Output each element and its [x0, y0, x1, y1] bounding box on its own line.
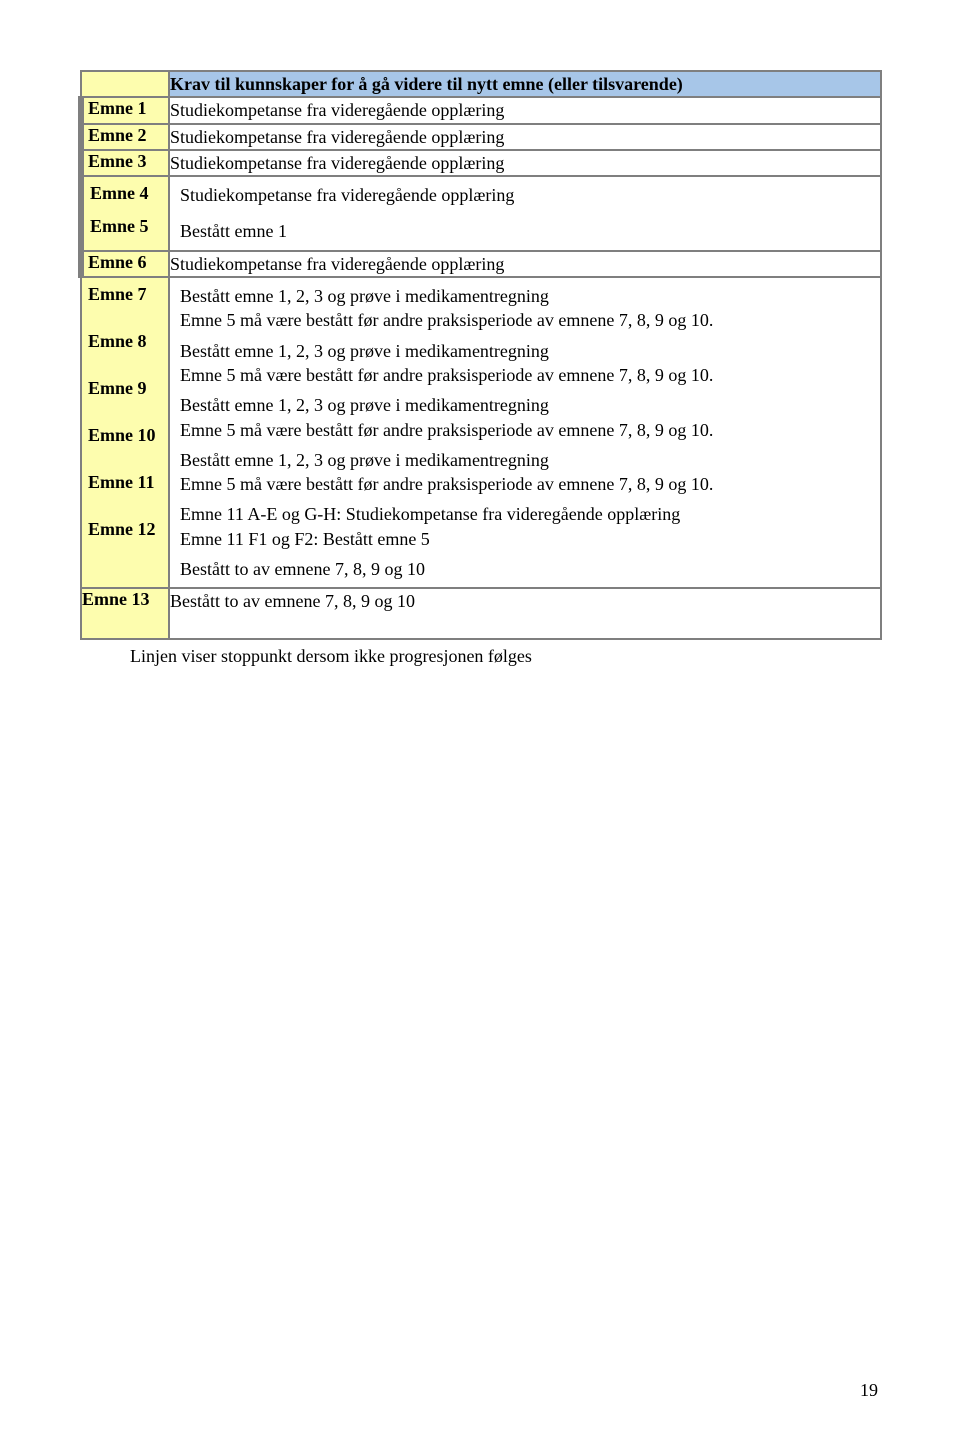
row-text: Studiekompetanse fra videregående opplær… — [170, 127, 504, 147]
header-row: Krav til kunnskaper for å gå videre til … — [81, 71, 881, 97]
row-label: Emne 8 — [82, 311, 168, 358]
row-text-line: Emne 5 må være bestått før andre praksis… — [180, 365, 713, 385]
row-text: Studiekompetanse fra videregående opplær… — [170, 153, 504, 173]
row-text-line: Bestått emne 1, 2, 3 og prøve i medikame… — [180, 286, 549, 306]
page-number: 19 — [860, 1380, 878, 1401]
row-text-line: Bestått emne 1, 2, 3 og prøve i medikame… — [180, 450, 549, 470]
row-text-line: Bestått emne 1, 2, 3 og prøve i medikame… — [180, 395, 549, 415]
row-text: Bestått to av emnene 7, 8, 9 og 10 — [170, 591, 415, 611]
row-labels-block: Emne 7 Emne 8 Emne 9 Emne 10 Emne 11 Emn… — [81, 277, 169, 588]
table-row-merged: Emne 4 Emne 5 Studiekompetanse fra vider… — [81, 176, 881, 251]
row-label: Emne 7 — [82, 278, 168, 311]
row-label: Emne 13 — [81, 588, 169, 638]
row-label: Emne 6 — [81, 251, 169, 277]
row-text: Studiekompetanse fra videregående opplær… — [180, 185, 514, 205]
header-title-cell: Krav til kunnskaper for å gå videre til … — [169, 71, 881, 97]
row-label: Emne 3 — [81, 150, 169, 176]
row-label: Emne 11 — [82, 452, 168, 499]
table-row: Emne 1 Studiekompetanse fra videregående… — [81, 97, 881, 123]
row-label: Emne 12 — [82, 499, 168, 546]
row-label: Emne 10 — [82, 405, 168, 452]
row-label-merged: Emne 4 Emne 5 — [81, 176, 169, 251]
row-label: Emne 2 — [81, 124, 169, 150]
row-text-line: Emne 5 må være bestått før andre praksis… — [180, 474, 713, 494]
header-title: Krav til kunnskaper for å gå videre til … — [170, 74, 683, 94]
row-label: Emne 9 — [82, 358, 168, 405]
row-text-line: Emne 5 må være bestått før andre praksis… — [180, 420, 713, 440]
row-text-line: Emne 5 må være bestått før andre praksis… — [180, 310, 713, 330]
row-text-line: Emne 11 F1 og F2: Bestått emne 5 — [180, 529, 430, 549]
header-left-cell — [81, 71, 169, 97]
table-row: Emne 6 Studiekompetanse fra videregående… — [81, 251, 881, 277]
row-text: Bestått emne 1 — [180, 221, 287, 241]
table-row: Emne 2 Studiekompetanse fra videregående… — [81, 124, 881, 150]
row-text: Bestått to av emnene 7, 8, 9 og 10 — [180, 559, 425, 579]
row-texts-block: Bestått emne 1, 2, 3 og prøve i medikame… — [169, 277, 881, 588]
row-label: Emne 4 — [84, 177, 168, 210]
row-text: Studiekompetanse fra videregående opplær… — [170, 100, 504, 120]
row-text-line: Bestått emne 1, 2, 3 og prøve i medikame… — [180, 341, 549, 361]
row-label: Emne 1 — [81, 97, 169, 123]
row-text: Studiekompetanse fra videregående opplær… — [170, 254, 504, 274]
row-text-line: Emne 11 A-E og G-H: Studiekompetanse fra… — [180, 504, 680, 524]
footer-note: Linjen viser stoppunkt dersom ikke progr… — [78, 646, 882, 667]
row-label: Emne 5 — [84, 210, 168, 243]
row-text-merged: Studiekompetanse fra videregående opplær… — [169, 176, 881, 251]
table-row-block: Emne 7 Emne 8 Emne 9 Emne 10 Emne 11 Emn… — [81, 277, 881, 588]
table-row: Emne 13 Bestått to av emnene 7, 8, 9 og … — [81, 588, 881, 638]
requirements-table: Krav til kunnskaper for å gå videre til … — [78, 70, 882, 640]
table-row: Emne 3 Studiekompetanse fra videregående… — [81, 150, 881, 176]
